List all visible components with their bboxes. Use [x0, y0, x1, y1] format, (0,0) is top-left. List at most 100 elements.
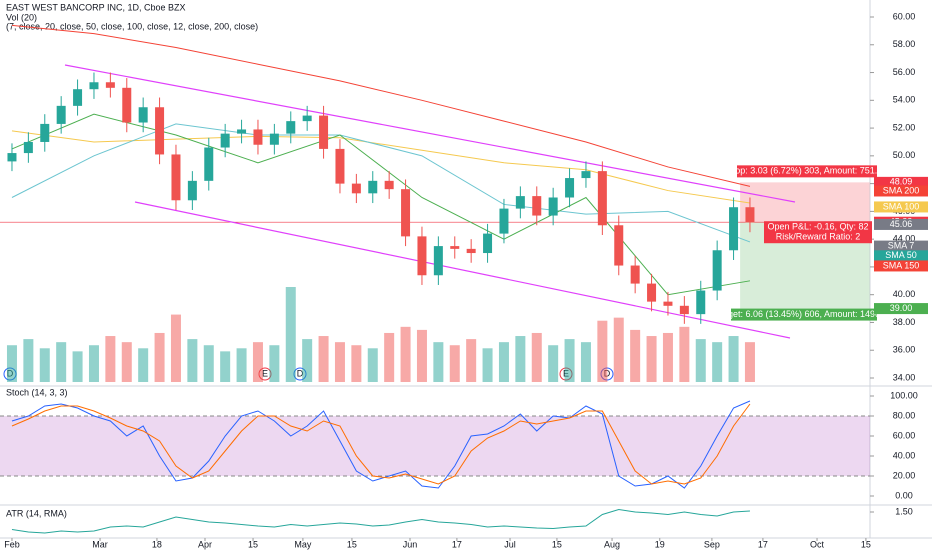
x-tick-label: May — [294, 539, 312, 549]
price-badge — [874, 201, 928, 213]
moving-average — [11, 130, 751, 204]
position-label-box — [764, 231, 872, 244]
candle-body — [319, 115, 329, 149]
y-tick-label: 56.00 — [893, 67, 916, 77]
candle-body — [679, 305, 689, 315]
volume-bar — [744, 342, 755, 382]
position-label: Stop: 3.03 (6.72%) 303, Amount: 751.54 — [727, 166, 888, 176]
candle-body — [433, 246, 443, 276]
x-tick-label: 17 — [758, 539, 768, 549]
volume-bar — [72, 351, 83, 382]
x-tick-label: Mar — [92, 539, 108, 549]
candle-body — [73, 89, 83, 106]
channel-upper — [64, 64, 796, 203]
candle-body — [663, 301, 673, 306]
x-tick-label: 19 — [655, 539, 665, 549]
price-badge — [874, 260, 928, 272]
volume-bar — [728, 336, 739, 382]
y-tick-label: 38.00 — [893, 317, 916, 327]
volume-bar — [531, 332, 542, 382]
price-badge-label: 45.06 — [890, 219, 913, 229]
price-badge-label: SMA 200 — [883, 185, 920, 195]
volume-bar — [252, 342, 263, 382]
price-badge — [874, 303, 928, 315]
candle-body — [40, 123, 50, 142]
volume-bar — [580, 342, 591, 382]
stoch-band — [0, 416, 870, 476]
candle-body — [581, 171, 591, 179]
candle-body — [548, 197, 558, 216]
x-tick-label: 15 — [861, 539, 871, 549]
volume-bar — [56, 342, 67, 382]
volume-bar — [498, 342, 509, 382]
atr-line — [11, 508, 750, 534]
volume-bar — [121, 342, 132, 382]
candle-body — [155, 107, 165, 155]
volume-bar — [613, 317, 624, 382]
x-tick-label: Feb — [4, 539, 20, 549]
stop-zone — [740, 182, 870, 223]
candle-body — [368, 180, 378, 194]
candle-body — [23, 141, 33, 154]
x-tick-label: 15 — [248, 539, 258, 549]
volume-bar — [646, 336, 657, 382]
volume-bar — [170, 314, 181, 382]
price-badge — [874, 218, 928, 230]
price-badge-label: SMA 100 — [883, 201, 920, 211]
volume-bar — [6, 345, 17, 382]
volume-bar — [482, 348, 493, 382]
channel-lower — [134, 201, 791, 339]
price-badge — [874, 240, 928, 252]
volume-bar — [203, 345, 214, 382]
volume-bar — [466, 339, 477, 382]
event-label: D — [297, 368, 304, 378]
x-tick-label: 17 — [452, 539, 462, 549]
candle-body — [286, 121, 296, 134]
price-badge-label: 48.09 — [890, 177, 913, 187]
volume-bar — [695, 339, 706, 382]
position-label: Target: 6.06 (13.45%) 606, Amount: 1496.… — [715, 309, 892, 319]
price-badge — [874, 250, 928, 262]
moving-average — [11, 113, 751, 296]
price-badge-label: SMA 7 — [888, 240, 915, 250]
volume-bar — [712, 342, 723, 382]
stoch-tick-label: 20.00 — [893, 470, 916, 480]
moving-average — [11, 24, 751, 187]
event-label: E — [262, 368, 268, 378]
volume-bar — [39, 348, 50, 382]
price-badge — [874, 176, 928, 188]
price-badge-label: 39.00 — [890, 303, 913, 313]
y-tick-label: 58.00 — [893, 39, 916, 49]
volume-bar — [269, 345, 280, 382]
candle-body — [237, 129, 247, 134]
ma-label: (7, close, 20, close, 50, close, 100, cl… — [6, 21, 258, 31]
volume-bar — [630, 329, 641, 382]
y-tick-label: 52.00 — [893, 122, 916, 132]
candle-body — [483, 233, 493, 254]
y-tick-label: 60.00 — [893, 11, 916, 21]
position-label: Risk/Reward Ratio: 2 — [776, 232, 861, 242]
stoch-tick-label: 40.00 — [893, 450, 916, 460]
y-tick-label: 36.00 — [893, 345, 916, 355]
volume-label: Vol (20) — [6, 12, 37, 22]
stoch-label: Stoch (14, 3, 3) — [6, 387, 68, 397]
volume-bar — [220, 351, 231, 382]
stoch-line — [11, 403, 751, 485]
volume-bar — [138, 348, 149, 382]
y-tick-label: 44.00 — [893, 234, 916, 244]
x-tick-label: Aug — [604, 539, 620, 549]
y-tick-label: 40.00 — [893, 289, 916, 299]
volume-bar — [302, 339, 313, 382]
x-tick-label: Sep — [704, 539, 720, 549]
candle-body — [204, 147, 214, 181]
candle-body — [499, 208, 509, 234]
y-tick-label: 54.00 — [893, 95, 916, 105]
volume-bar — [564, 339, 575, 382]
x-tick-label: Jul — [504, 539, 516, 549]
candle-body — [515, 196, 525, 209]
volume-bar — [548, 345, 559, 382]
x-tick-label: Apr — [198, 539, 212, 549]
y-tick-label: 50.00 — [893, 150, 916, 160]
chart-title: EAST WEST BANCORP INC, 1D, Cboe BZX — [6, 2, 186, 12]
